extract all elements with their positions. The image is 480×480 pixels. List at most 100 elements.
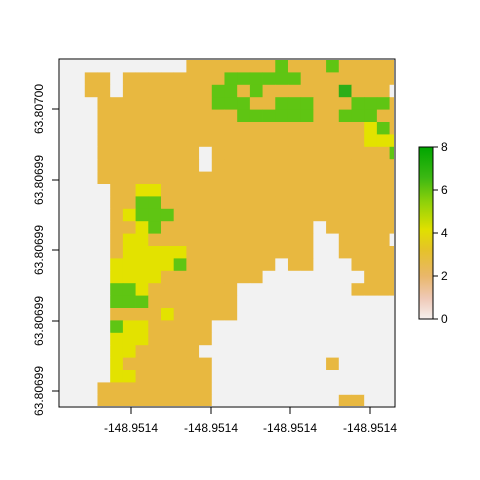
- raster-cell: [135, 332, 149, 346]
- raster-cell-na: [313, 320, 327, 334]
- raster-cell: [122, 72, 136, 86]
- raster-cell-na: [313, 382, 327, 396]
- raster-cell: [211, 283, 225, 296]
- raster-cell-na: [287, 320, 302, 334]
- raster-cell-na: [275, 345, 289, 358]
- raster-cell: [262, 159, 276, 172]
- raster-cell: [199, 308, 213, 321]
- raster-cell: [97, 382, 111, 396]
- raster-cell: [287, 60, 302, 73]
- raster-cell: [287, 97, 302, 110]
- raster-cell: [97, 171, 111, 185]
- raster-cell-na: [313, 308, 327, 321]
- raster-cell: [173, 308, 187, 321]
- raster-cell: [160, 97, 175, 110]
- raster-cell: [135, 258, 149, 272]
- raster-cell: [262, 233, 276, 247]
- raster-cell: [262, 146, 276, 160]
- raster-cell: [148, 134, 162, 148]
- raster-cell: [262, 97, 276, 110]
- raster-cell: [237, 171, 251, 185]
- raster-cell-na: [262, 320, 276, 334]
- raster-cell-na: [97, 208, 111, 222]
- raster-cell: [148, 184, 162, 197]
- raster-cell: [249, 97, 263, 110]
- raster-cell: [237, 196, 251, 210]
- raster-cell: [160, 184, 175, 197]
- raster-cell-na: [300, 332, 314, 346]
- raster-cell: [262, 84, 276, 98]
- raster-cell: [135, 159, 149, 172]
- raster-cell-na: [389, 84, 394, 98]
- raster-cell-na: [224, 345, 238, 358]
- raster-cell-na: [60, 146, 73, 160]
- raster-cell-na: [313, 345, 327, 358]
- raster-cell: [262, 258, 276, 272]
- raster-cell-na: [72, 72, 86, 86]
- raster-cell: [249, 84, 263, 98]
- raster-cell-na: [389, 320, 394, 334]
- raster-cell: [237, 159, 251, 172]
- raster-cell-na: [313, 270, 327, 284]
- raster-cell-na: [249, 382, 263, 396]
- raster-cell: [338, 84, 352, 98]
- raster-cell-na: [262, 308, 276, 321]
- raster-cell: [97, 134, 111, 148]
- raster-cell: [275, 97, 289, 110]
- raster-cell: [211, 146, 225, 160]
- raster-cell: [122, 370, 136, 383]
- raster-cell: [97, 97, 111, 110]
- raster-cell-na: [60, 221, 73, 234]
- raster-cell-na: [60, 332, 73, 346]
- raster-cell-na: [376, 394, 390, 406]
- raster-cell: [351, 122, 365, 135]
- raster-cell: [249, 270, 263, 284]
- raster-cell-na: [364, 345, 378, 358]
- raster-cell: [237, 60, 251, 73]
- raster-cell-na: [60, 171, 73, 185]
- raster-cell-na: [287, 308, 302, 321]
- raster-cell-na: [351, 370, 365, 383]
- raster-cell-na: [72, 109, 86, 123]
- raster-cell: [376, 159, 390, 172]
- raster-cell-na: [313, 394, 327, 406]
- raster-cell: [135, 246, 149, 259]
- raster-cell-na: [326, 308, 340, 321]
- raster-cell: [351, 184, 365, 197]
- raster-cell: [364, 246, 378, 259]
- raster-cell: [173, 159, 187, 172]
- raster-cell-na: [97, 270, 111, 284]
- raster-cell-na: [199, 159, 213, 172]
- raster-cell-na: [338, 283, 352, 296]
- raster-cell: [173, 184, 187, 197]
- raster-cell: [275, 72, 289, 86]
- raster-cell: [338, 159, 352, 172]
- raster-cell: [376, 84, 390, 98]
- raster-cell: [224, 171, 238, 185]
- raster-cell-na: [300, 382, 314, 396]
- raster-cell-na: [376, 370, 390, 383]
- raster-cell: [313, 196, 327, 210]
- raster-cell: [224, 208, 238, 222]
- raster-cell-na: [60, 320, 73, 334]
- raster-cell: [84, 72, 98, 86]
- raster-cell: [275, 233, 289, 247]
- raster-cell-na: [84, 370, 98, 383]
- raster-cell-na: [275, 394, 289, 406]
- raster-cell: [97, 109, 111, 123]
- raster-cell: [224, 159, 238, 172]
- raster-cell-na: [72, 97, 86, 110]
- raster-cell-na: [275, 320, 289, 334]
- raster-cell: [224, 134, 238, 148]
- raster-cell: [199, 184, 213, 197]
- raster-cell: [287, 258, 302, 272]
- raster-cell-na: [300, 394, 314, 406]
- raster-cell: [287, 221, 302, 234]
- raster-cell-na: [211, 370, 225, 383]
- raster-cell: [300, 208, 314, 222]
- raster-cell: [300, 134, 314, 148]
- raster-cell-na: [84, 382, 98, 396]
- raster-cell: [135, 270, 149, 284]
- raster-cell: [287, 184, 302, 197]
- raster-cell: [326, 208, 340, 222]
